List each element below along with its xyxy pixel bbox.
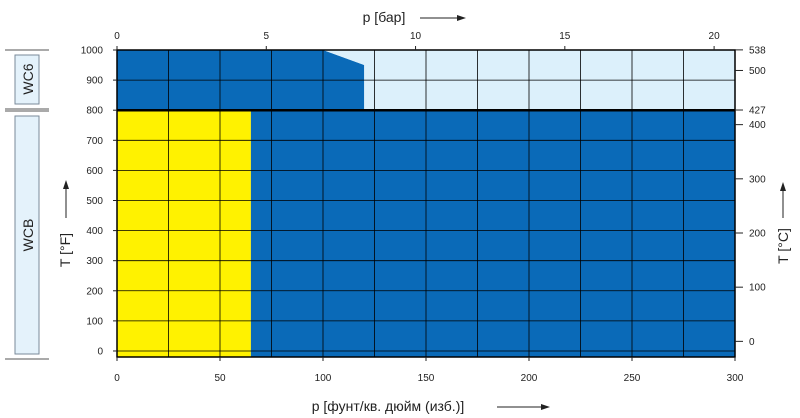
y-left-tick-label: 600 (86, 166, 103, 177)
y-right-tick-label: 500 (749, 66, 766, 77)
right-axis-arrow (780, 182, 786, 218)
y-right-tick-label: 427 (749, 106, 766, 117)
x-top-tick-label: 20 (709, 31, 721, 42)
y-left-tick-label: 800 (86, 106, 103, 117)
left-axis-arrow (63, 180, 69, 218)
y-right-tick-label: 0 (749, 337, 755, 348)
y-right-tick-label: 200 (749, 228, 766, 239)
top-axis-title: p [бар] (363, 9, 406, 25)
y-right-tick-label: 538 (749, 45, 766, 56)
x-bottom-tick-label: 250 (624, 373, 641, 384)
y-left-tick-label: 300 (86, 256, 103, 267)
y-right-tick-label: 100 (749, 283, 766, 294)
x-bottom-tick-label: 150 (418, 373, 435, 384)
bottom-axis-title: p [фунт/кв. дюйм (изб.)] (312, 398, 465, 414)
x-bottom-tick-label: 300 (727, 373, 744, 384)
y-left-tick-label: 500 (86, 196, 103, 207)
x-bottom-tick-label: 200 (521, 373, 538, 384)
top-axis-arrow (420, 15, 466, 21)
y-left-tick-label: 900 (86, 76, 103, 87)
wc6-label-box (14, 54, 40, 105)
x-bottom-tick-label: 100 (315, 373, 332, 384)
y-left-tick-label: 400 (86, 226, 103, 237)
grid-layer (117, 50, 735, 357)
region-wcb-dark-blue (250, 110, 735, 357)
region-wcb-yellow (117, 110, 251, 357)
x-bottom-tick-label: 0 (114, 373, 120, 384)
wcb-label: WCB (20, 219, 36, 252)
y-left-tick-label: 700 (86, 136, 103, 147)
x-bottom-tick-label: 50 (214, 373, 226, 384)
x-top-tick-label: 10 (410, 31, 422, 42)
wcb-label-box (14, 115, 40, 355)
y-right-tick-label: 400 (749, 120, 766, 131)
y-right-tick-label: 300 (749, 174, 766, 185)
x-top-tick-label: 5 (263, 31, 269, 42)
y-left-tick-label: 100 (86, 316, 103, 327)
wc6-label: WC6 (20, 63, 36, 94)
left-axis-title: T [°F] (57, 233, 73, 267)
y-left-tick-label: 200 (86, 286, 103, 297)
y-left-tick-label: 1000 (81, 46, 104, 57)
x-top-tick-label: 0 (114, 31, 120, 42)
y-left-tick-label: 0 (97, 346, 103, 357)
x-top-tick-label: 15 (559, 31, 571, 42)
right-axis-title: T [°C] (775, 228, 791, 264)
bottom-axis-arrow (497, 404, 550, 410)
